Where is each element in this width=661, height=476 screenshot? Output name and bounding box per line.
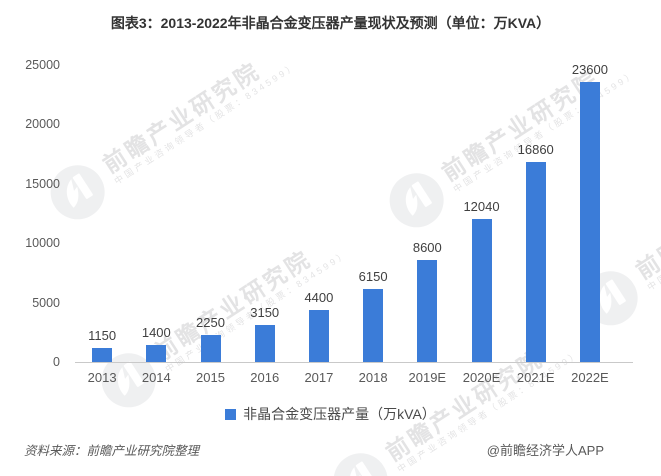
x-tick-label: 2015: [196, 370, 225, 385]
bar-value-label: 8600: [412, 239, 442, 255]
legend-swatch-icon: [225, 408, 237, 420]
plot-area: 1150 1400 2250 3150 4400 6150 8600 12040 16860 23…: [75, 61, 617, 362]
bar-column: 8600: [400, 65, 454, 362]
bar-value-label: 16860: [517, 141, 554, 157]
watermark-tagline-text: 中国产业咨询领导者（股票：834599）: [645, 166, 661, 293]
x-tick-label: 2021E: [516, 370, 555, 385]
bar-value-label: 12040: [463, 198, 500, 214]
watermark-brand-text: 前瞻产业研究院: [631, 163, 661, 285]
legend: 非晶合金变压器产量（万kVA）: [0, 404, 661, 424]
bar: [308, 309, 329, 362]
bar: [417, 259, 438, 362]
brand-credit: @前瞻经济学人APP: [486, 443, 604, 458]
x-axis-line: [75, 362, 633, 363]
x-tick-label: 2020E: [462, 370, 501, 385]
x-tick-label: 2019E: [408, 370, 447, 385]
bar: [525, 161, 546, 362]
y-tick-label: 0: [53, 355, 60, 369]
y-tick-label: 15000: [25, 176, 60, 191]
y-tick-label: 25000: [25, 58, 60, 72]
y-tick-label: 10000: [25, 236, 60, 251]
x-tick-label: 2022E: [571, 370, 609, 385]
bar: [200, 335, 221, 362]
bar-column: 6150: [346, 65, 400, 362]
bar-column: 2250: [183, 65, 237, 362]
x-tick-label: 2017: [304, 370, 334, 385]
x-tick-label: 2018: [358, 370, 388, 385]
bar-column: 1400: [129, 65, 183, 362]
footer: 资料来源：前瞻产业研究院整理 @前瞻经济学人APP: [24, 440, 604, 459]
bar-column: 1150: [75, 65, 129, 362]
y-tick-label: 20000: [25, 117, 60, 132]
x-axis-labels: 2013 2014 2015 2016 2017 2018 2019E 2020E 2021E 2…: [75, 370, 617, 385]
bar: [146, 345, 167, 362]
bar-value-label: 6150: [358, 268, 388, 284]
bar-value-label: 4400: [304, 289, 334, 305]
bar-column: 12040: [454, 65, 508, 362]
bar-column: 3150: [238, 65, 292, 362]
bar: [363, 288, 384, 362]
data-source-note: 资料来源：前瞻产业研究院整理: [24, 444, 200, 458]
bar-value-label: 2250: [196, 315, 225, 331]
bar: [254, 324, 275, 362]
bar-value-label: 1150: [88, 328, 117, 344]
x-tick-label: 2013: [87, 370, 117, 385]
bar-column: 23600: [563, 61, 617, 362]
x-tick-label: 2014: [141, 370, 171, 385]
bar-column: 4400: [292, 65, 346, 362]
x-tick-label: 2016: [250, 370, 280, 385]
bar-value-label: 3150: [250, 304, 280, 320]
chart-title: 图表3：2013-2022年非晶合金变压器产量现状及预测（单位：万KVA）: [110, 15, 551, 31]
legend-label: 非晶合金变压器产量（万kVA）: [243, 406, 436, 422]
bar: [92, 348, 113, 362]
bar-value-label: 23600: [571, 61, 608, 77]
bar-value-label: 1400: [141, 325, 171, 341]
bar: [579, 81, 600, 362]
bar: [471, 218, 492, 362]
bar-column: 16860: [509, 65, 563, 362]
y-tick-label: 5000: [32, 295, 60, 310]
